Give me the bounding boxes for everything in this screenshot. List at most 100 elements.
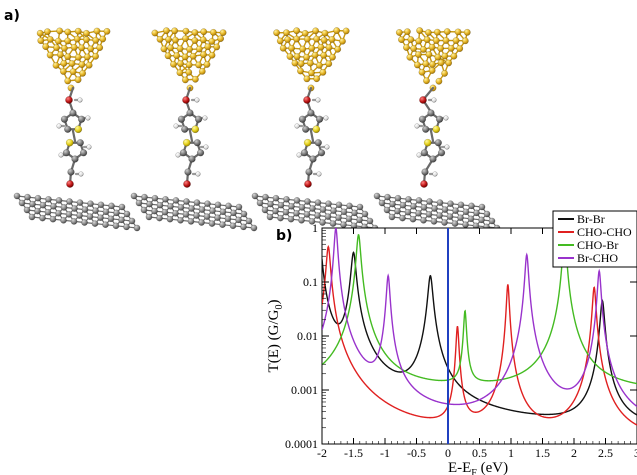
graphene-atom (478, 203, 486, 211)
graphene-atom (219, 221, 226, 228)
graphene-atom (113, 209, 120, 217)
graphene-sheet (373, 192, 501, 232)
carbon-atom (422, 125, 430, 133)
gold-atom (195, 45, 203, 53)
graphene-atom (151, 194, 159, 202)
gold-atom (319, 68, 327, 76)
graphene-atom (431, 205, 438, 212)
graphene-atom (235, 203, 243, 211)
gold-atom (291, 59, 299, 67)
graphene-atom (351, 209, 358, 217)
graphene-atom (28, 213, 36, 221)
molecule-junction-4 (373, 27, 501, 232)
graphene-atom (288, 202, 295, 210)
gold-electrode (395, 27, 471, 92)
gold-atom (185, 61, 193, 69)
gold-atom (208, 51, 216, 59)
graphene-atom (415, 209, 422, 217)
gold-atom (425, 51, 433, 58)
carbon-atom (79, 149, 88, 157)
graphene-atom (298, 204, 306, 211)
graphene-atom (293, 197, 301, 204)
molecule-junction-2 (130, 27, 258, 232)
graphene-atom (256, 199, 264, 207)
graphene-atom (473, 209, 480, 217)
sulfur-atom (191, 125, 200, 134)
hydrogen-atom (195, 171, 201, 177)
oxygen-atom (66, 180, 74, 188)
series-line-br-cho (322, 228, 637, 408)
gold-atom (454, 28, 462, 36)
graphene-atom (462, 208, 470, 216)
graphene-atom (394, 207, 401, 215)
graphene-atom (325, 200, 332, 207)
gold-atom (437, 45, 444, 52)
graphene-atom (262, 193, 269, 201)
graphene-atom (146, 200, 153, 208)
gold-atom (60, 44, 68, 52)
graphene-atom (235, 216, 242, 224)
legend-label: CHO-CHO (577, 225, 632, 239)
graphene-atom (319, 219, 326, 226)
graphene-atom (283, 195, 290, 203)
graphene-sheet (13, 192, 141, 232)
y-tick-label: 0.1 (303, 275, 318, 289)
gold-atom (186, 45, 193, 53)
graphene-atom (447, 200, 454, 207)
graphene-atom (91, 220, 99, 227)
hydrogen-atom (85, 115, 91, 121)
graphene-atom (488, 217, 496, 225)
carbon-atom (435, 115, 444, 123)
gold-atom (79, 69, 87, 77)
gold-atom (410, 45, 417, 52)
graphene-atom (240, 223, 247, 231)
graphene-atom (467, 215, 475, 223)
gold-electrode (36, 27, 111, 92)
carbon-atom (317, 149, 326, 157)
graphene-sheet (251, 192, 379, 232)
graphene-atom (410, 202, 417, 210)
oxygen-atom (303, 96, 311, 104)
gold-atom (284, 36, 292, 43)
graphene-atom (303, 211, 311, 218)
gold-atom (64, 77, 72, 85)
gold-atom (434, 53, 442, 61)
gold-atom (195, 61, 203, 69)
graphene-atom (166, 215, 174, 223)
gold-atom (176, 45, 184, 53)
graphene-atom (483, 210, 491, 218)
gold-atom (64, 28, 72, 36)
gold-atom (181, 76, 189, 84)
gold-atom (151, 29, 159, 37)
x-tick-label: -2 (317, 446, 327, 460)
y-tick-label: 0.001 (291, 383, 318, 397)
gold-atom (37, 37, 45, 45)
carbon-atom (298, 115, 307, 123)
graphene-atom (356, 216, 363, 224)
graphene-atom (219, 208, 227, 216)
carbon-atom (184, 168, 192, 176)
graphene-atom (426, 198, 433, 205)
gold-atom (36, 29, 44, 37)
graphene-atom (272, 194, 280, 202)
graphene-atom (162, 195, 169, 203)
y-tick-label: 1 (312, 221, 318, 235)
graphene-atom (361, 210, 369, 218)
gold-atom (312, 27, 320, 35)
hydrogen-atom (416, 152, 422, 158)
gold-atom (68, 60, 76, 67)
gold-atom (433, 28, 441, 36)
sulfur-atom (182, 138, 191, 147)
gold-atom (176, 69, 184, 77)
gold-atom (156, 35, 164, 43)
gold-atom (311, 51, 319, 59)
carbon-atom (421, 168, 429, 176)
hydrogen-atom (296, 152, 302, 158)
graphene-atom (198, 219, 205, 226)
hydrogen-atom (203, 144, 209, 150)
molecule-junction-3 (251, 27, 379, 232)
graphene-atom (287, 215, 295, 223)
legend-label: Br-Br (577, 212, 605, 226)
gold-atom (170, 60, 177, 68)
